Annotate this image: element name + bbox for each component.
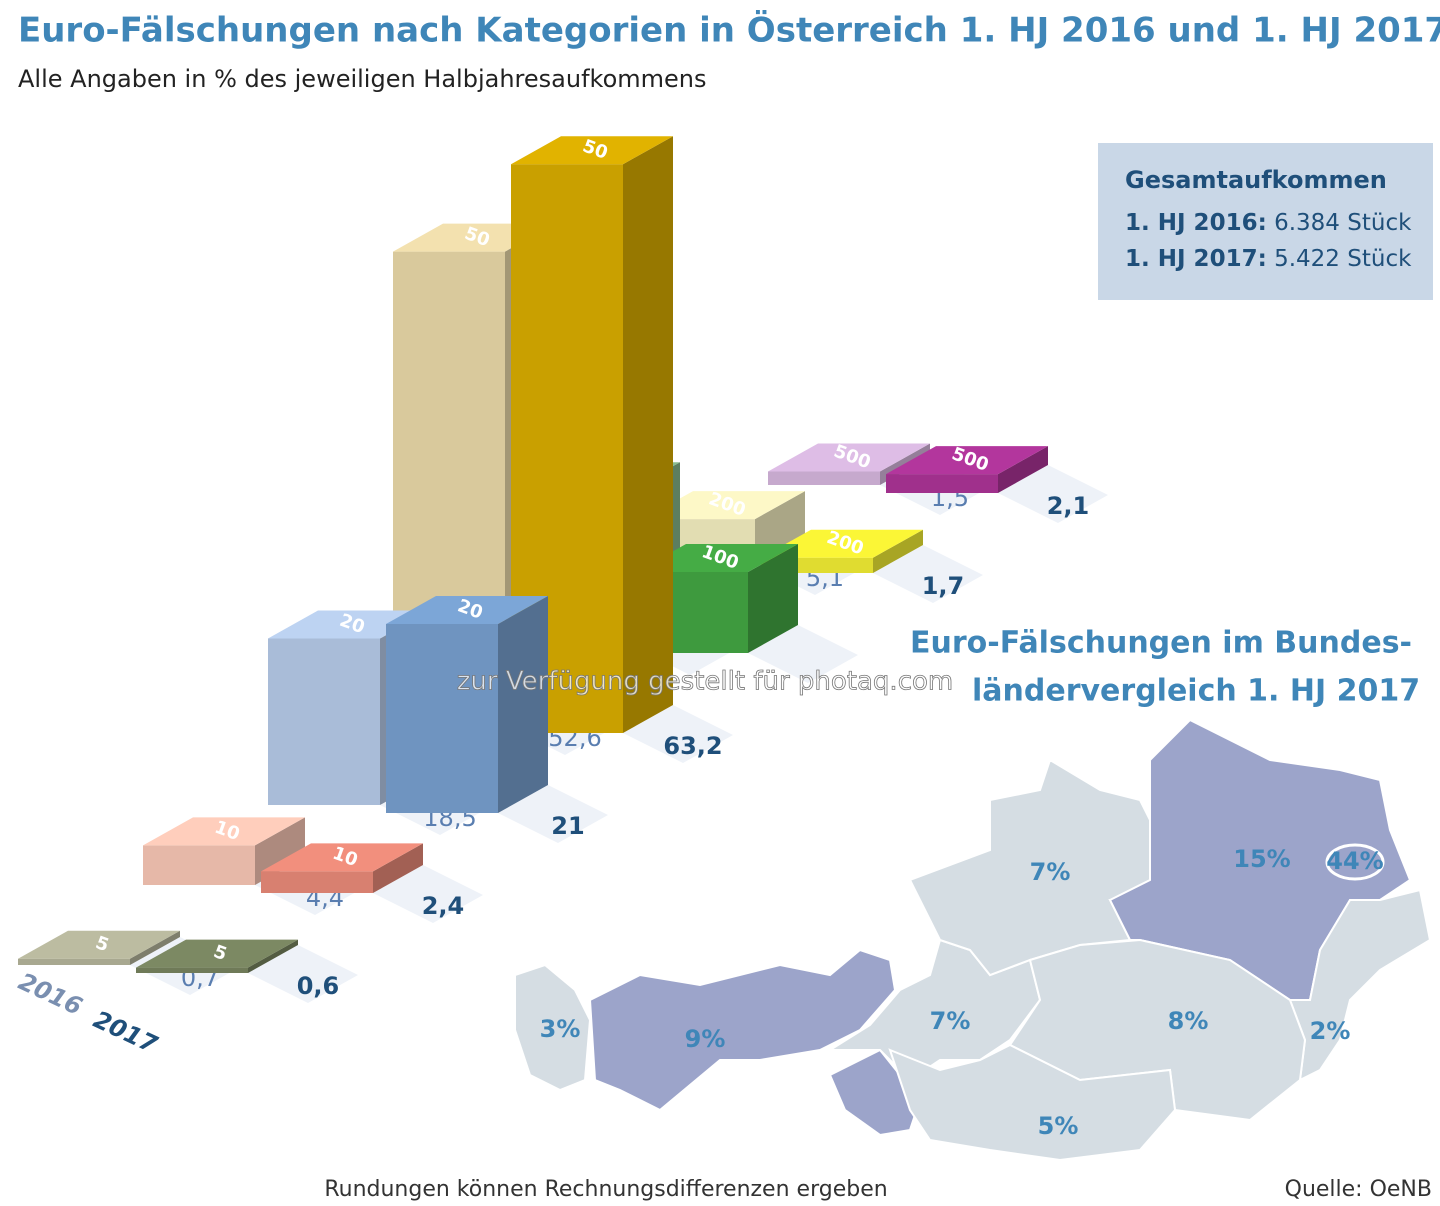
- bar-top: [143, 817, 305, 846]
- info-label: 1. HJ 2016:: [1125, 210, 1267, 236]
- bar-top: [768, 443, 930, 472]
- map-label: 9%: [685, 1025, 726, 1053]
- value-label: 1,7: [922, 572, 965, 600]
- map-label: 7%: [930, 1007, 971, 1035]
- bar-front: [886, 474, 998, 493]
- bar-front: [18, 958, 130, 965]
- bar-front: [768, 471, 880, 485]
- map-region: [1288, 888, 1432, 1082]
- bar-side: [498, 596, 548, 813]
- info-value: 6.384 Stück: [1274, 210, 1412, 236]
- bar-top: [643, 491, 805, 520]
- bar-shadow: [248, 945, 358, 1003]
- bar-top: [261, 843, 423, 872]
- map-label: 7%: [1030, 858, 1071, 886]
- bar-shadow: [623, 705, 733, 763]
- info-title: Gesamtaufkommen: [1125, 166, 1387, 194]
- map-label: 3%: [540, 1015, 581, 1043]
- bar-shadow: [373, 865, 483, 923]
- map: 3% 9% 7% 7% 15% 44% 2% 8% 5%: [514, 718, 1432, 1162]
- bar-front: [386, 624, 498, 813]
- bars: 5001,55002,12005,12001,71001005052,65063…: [14, 136, 1108, 1059]
- bar-shadow: [498, 785, 608, 843]
- bar-top: [136, 939, 298, 968]
- legend-label: 2016: [14, 967, 86, 1021]
- chart-subtitle: Alle Angaben in % des jeweiligen Halbjah…: [18, 65, 707, 93]
- value-label: 0,6: [297, 972, 340, 1000]
- bar-top: [386, 596, 548, 624]
- bar-top: [636, 544, 798, 572]
- map-title: ländervergleich 1. HJ 2017: [972, 674, 1420, 709]
- bar-shadow: [998, 465, 1108, 523]
- bar-top: [511, 136, 673, 165]
- bar-top: [761, 529, 923, 558]
- bar-front: [136, 967, 248, 973]
- bar-shadow: [873, 545, 983, 603]
- map-label: 5%: [1038, 1112, 1079, 1140]
- source: Quelle: OeNB: [1285, 1177, 1432, 1202]
- map-label: 15%: [1233, 845, 1290, 873]
- value-label: 2,4: [422, 892, 465, 920]
- info-line: 1. HJ 2017: 5.422 Stück: [1125, 246, 1412, 272]
- bar-front: [268, 638, 380, 805]
- value-label: 63,2: [663, 732, 722, 760]
- watermark: zur Verfügung gestellt für photaq.com: [457, 667, 953, 697]
- bar-side: [998, 446, 1048, 493]
- bar-side: [373, 843, 423, 893]
- map-region: [514, 963, 592, 1092]
- map-region: [588, 948, 897, 1112]
- map-label: 44%: [1326, 847, 1383, 875]
- bar-front: [261, 871, 373, 893]
- map-region: [1325, 843, 1385, 881]
- info-box: [1098, 143, 1433, 300]
- bar-top: [886, 446, 1048, 475]
- info-value: 5.422 Stück: [1274, 246, 1412, 272]
- info-line: 1. HJ 2016: 6.384 Stück: [1125, 210, 1412, 236]
- bar-side: [873, 529, 923, 573]
- bar-side: [623, 136, 673, 733]
- info-label: 1. HJ 2017:: [1125, 246, 1267, 272]
- value-label: 21: [551, 812, 584, 840]
- bar-side: [248, 939, 298, 973]
- map-label: 2%: [1310, 1017, 1351, 1045]
- map-region: [888, 1043, 1177, 1162]
- legend-label: 2017: [89, 1005, 162, 1059]
- bar-side: [130, 930, 180, 965]
- bar-side: [748, 544, 798, 653]
- map-label: 8%: [1168, 1007, 1209, 1035]
- bar-shadow: [748, 625, 858, 683]
- map-title: Euro-Fälschungen im Bundes-: [910, 626, 1412, 661]
- bar-front: [143, 845, 255, 885]
- bar-top: [18, 930, 180, 959]
- footnote: Rundungen können Rechnungsdifferenzen er…: [324, 1177, 887, 1202]
- value-label: 2,1: [1047, 492, 1090, 520]
- chart-title: Euro-Fälschungen nach Kategorien in Öste…: [18, 10, 1440, 51]
